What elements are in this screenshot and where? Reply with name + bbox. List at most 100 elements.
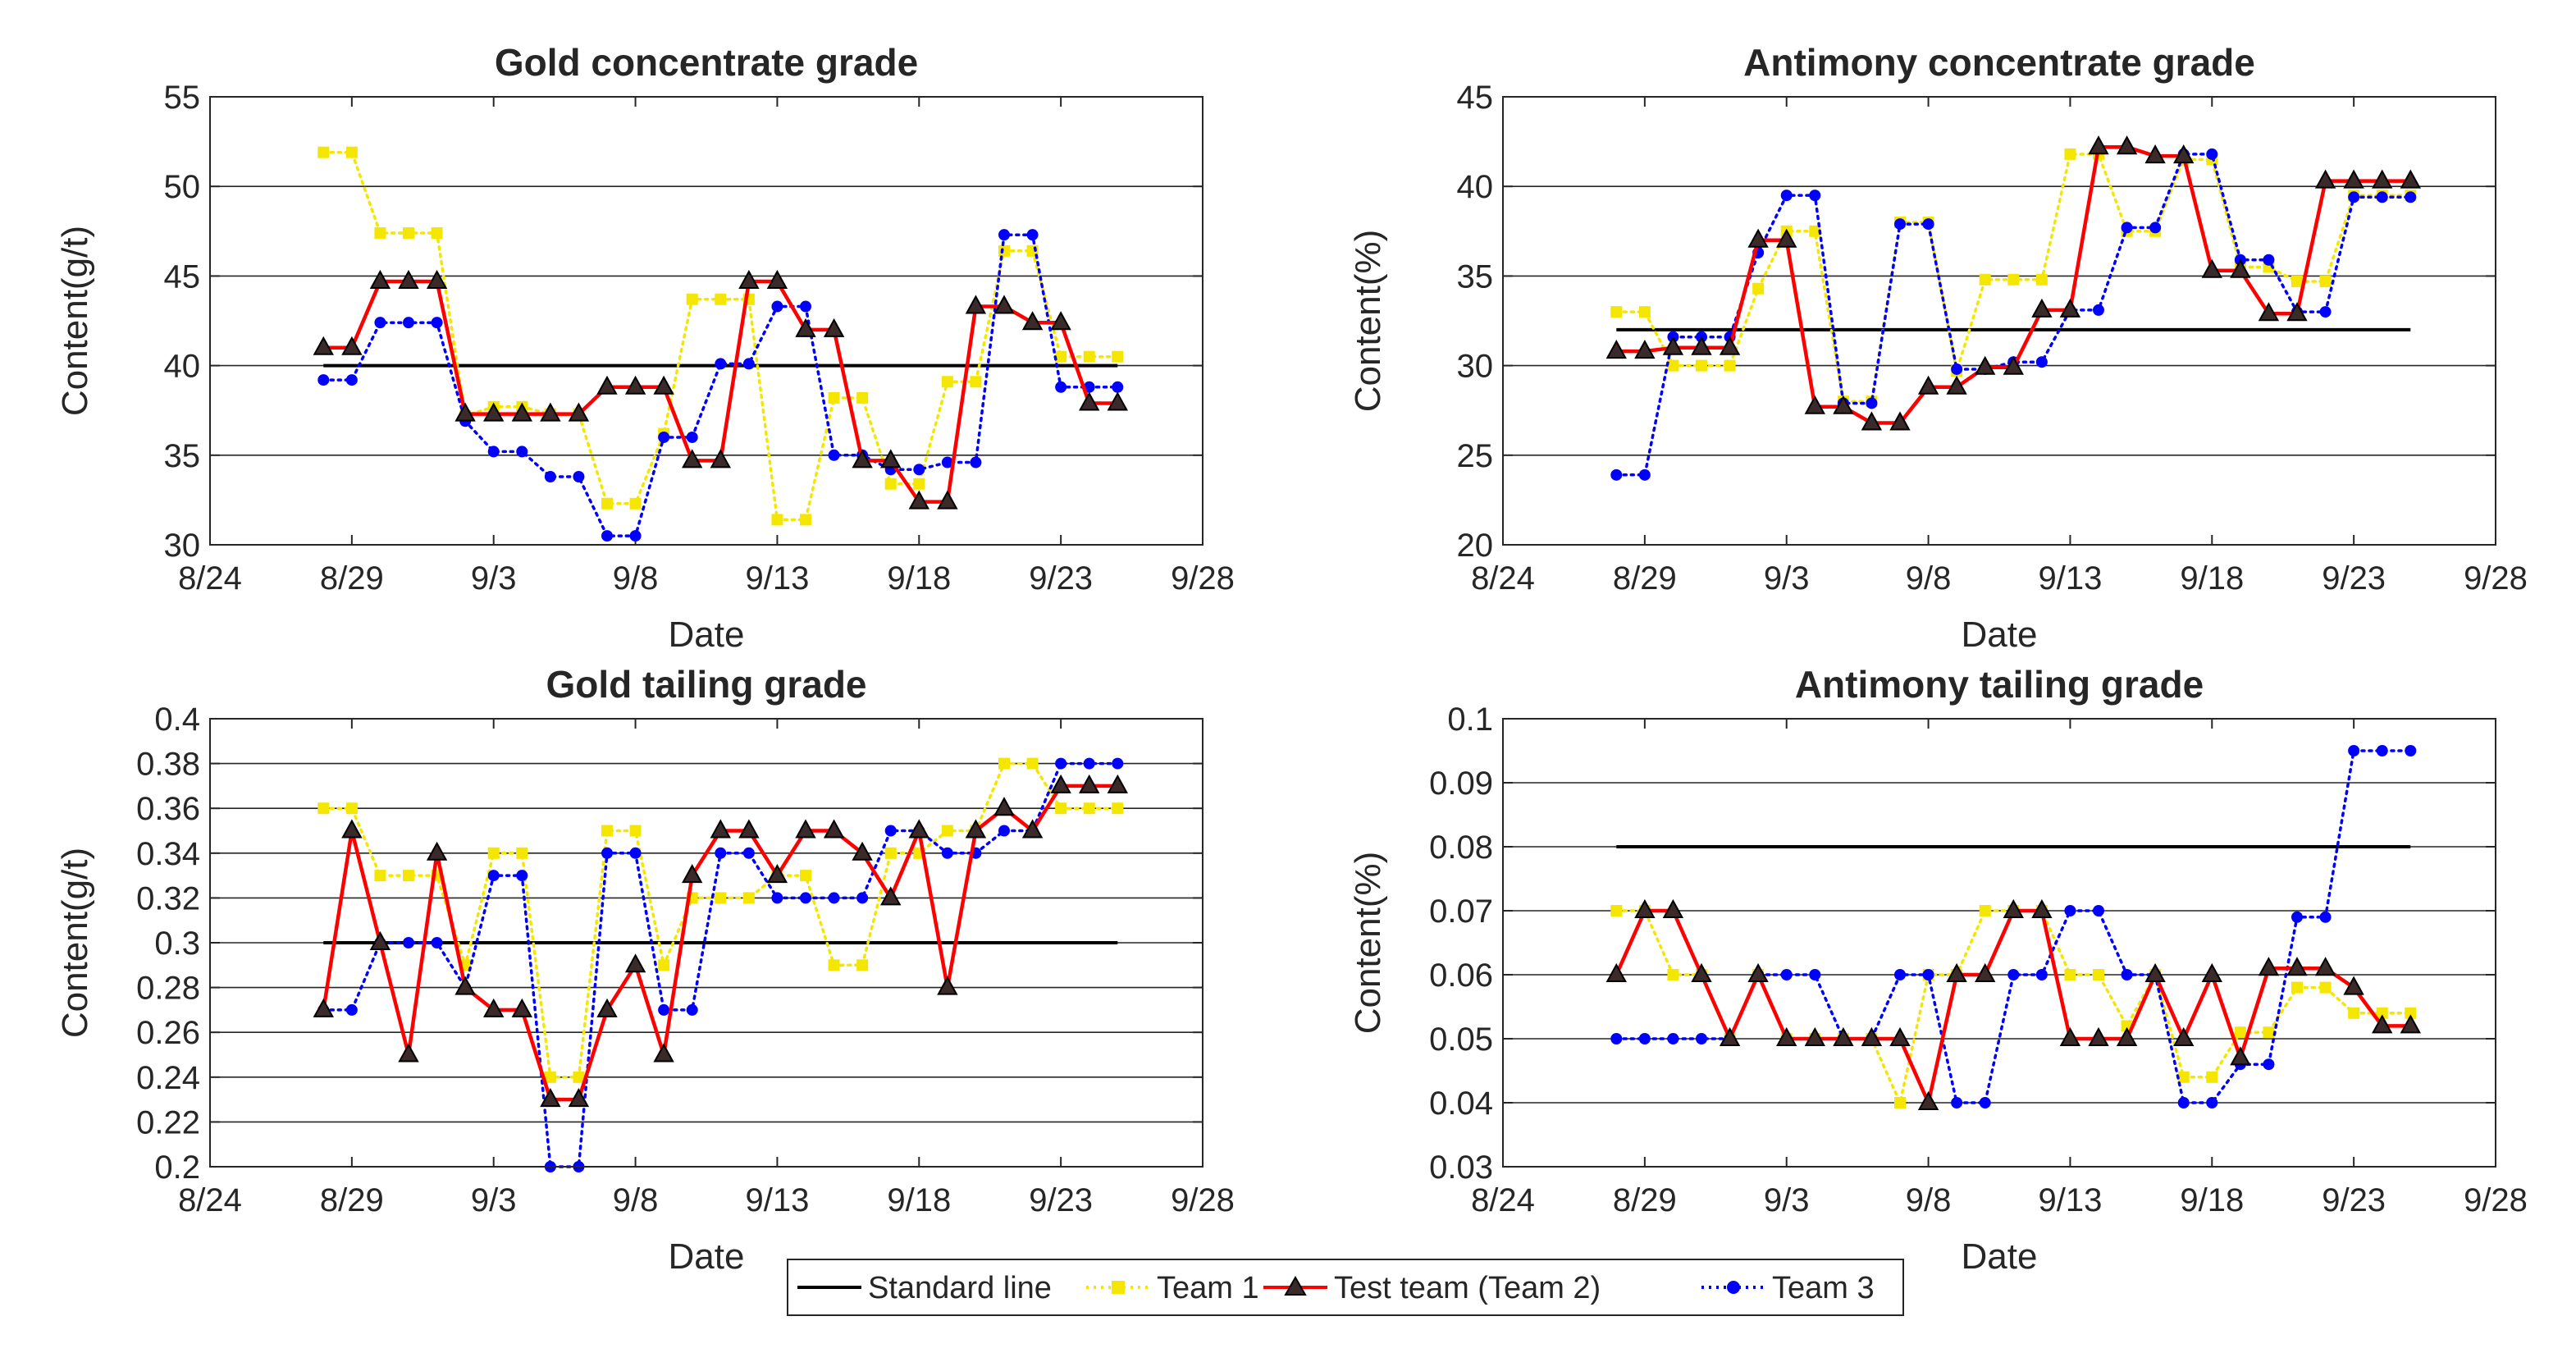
- data-point-team2: [738, 819, 760, 839]
- data-point-team2: [454, 402, 476, 422]
- data-point-team3: [856, 892, 869, 904]
- data-point-team2: [454, 976, 476, 995]
- y-tick-label: 0.03: [1429, 1149, 1493, 1186]
- data-point-team1: [715, 892, 727, 904]
- data-point-team3: [1638, 1033, 1651, 1044]
- y-tick-label: 0.1: [1447, 702, 1493, 738]
- data-point-team3: [742, 847, 755, 859]
- data-point-team3: [771, 300, 783, 313]
- data-point-team2: [1861, 1026, 1883, 1046]
- data-point-team1: [345, 146, 358, 158]
- x-tick-label: 9/8: [613, 1182, 659, 1218]
- data-point-team3: [941, 456, 953, 468]
- y-tick-label: 0.26: [136, 1015, 200, 1051]
- data-point-team1: [2319, 981, 2332, 994]
- x-tick-label: 9/23: [1029, 560, 1093, 596]
- data-point-team2: [937, 976, 958, 995]
- data-point-team3: [487, 870, 500, 882]
- data-point-team3: [800, 300, 811, 313]
- data-point-team3: [629, 530, 642, 542]
- data-point-team3: [998, 229, 1010, 241]
- data-point-team3: [1638, 468, 1651, 481]
- data-point-team3: [2263, 254, 2275, 266]
- x-tick-label: 9/3: [471, 560, 517, 596]
- x-tick-label: 9/13: [745, 1182, 809, 1218]
- data-point-team2: [1079, 774, 1100, 793]
- data-point-team2: [568, 1088, 590, 1108]
- data-point-team2: [1833, 1026, 1854, 1046]
- data-point-team1: [941, 376, 953, 388]
- data-point-team3: [1894, 969, 1906, 980]
- data-point-team2: [2031, 898, 2053, 918]
- chart-title: Antimony concentrate grade: [1743, 41, 2255, 84]
- data-point-team3: [345, 374, 358, 386]
- data-point-team2: [1975, 962, 1996, 982]
- chart-title: Gold concentrate grade: [495, 41, 918, 84]
- axes-frame: [209, 718, 1204, 1168]
- x-tick-label: 9/13: [745, 560, 809, 596]
- data-point-team1: [2177, 1071, 2190, 1083]
- data-point-team2: [795, 819, 816, 839]
- data-point-team2: [1719, 1026, 1741, 1046]
- y-tick-label: 0.32: [136, 880, 200, 916]
- data-point-team2: [993, 797, 1015, 816]
- data-point-team2: [653, 1043, 674, 1063]
- data-point-team2: [1747, 228, 1769, 248]
- data-point-team1: [1979, 905, 1991, 916]
- y-tick-label: 45: [164, 258, 201, 295]
- data-point-team3: [573, 471, 585, 483]
- data-point-team1: [573, 1071, 585, 1083]
- data-point-team3: [403, 937, 414, 948]
- data-point-team1: [601, 825, 613, 837]
- data-point-team2: [369, 269, 391, 289]
- data-point-team3: [658, 431, 670, 443]
- data-point-team2: [540, 1088, 561, 1108]
- data-point-team2: [1634, 898, 1656, 918]
- data-point-team1: [544, 1071, 556, 1083]
- data-point-team3: [1780, 190, 1793, 202]
- data-point-team2: [908, 819, 929, 839]
- data-point-team2: [2372, 1014, 2393, 1034]
- data-point-team3: [2035, 356, 2048, 368]
- data-point-team2: [880, 886, 902, 906]
- data-point-team1: [601, 497, 613, 510]
- x-tick-label: 9/18: [887, 1182, 951, 1218]
- data-point-team3: [1696, 1033, 1707, 1044]
- data-point-team2: [2343, 976, 2364, 995]
- data-point-team1: [658, 959, 670, 971]
- data-point-team2: [2031, 298, 2053, 318]
- legend-team3-label: Team 3: [1772, 1271, 1875, 1305]
- data-point-team3: [2206, 148, 2218, 160]
- data-point-team1: [317, 802, 330, 815]
- data-point-team2: [1776, 228, 1797, 248]
- data-point-team3: [658, 1003, 670, 1016]
- data-point-team1: [374, 870, 386, 882]
- chart-3: Gold tailing grade Date Content(g/t) 8/24 8/…: [55, 663, 1235, 1277]
- data-point-team3: [884, 825, 897, 837]
- data-point-team2: [1833, 395, 1854, 414]
- data-point-team1: [1696, 359, 1707, 372]
- data-point-team2: [2400, 169, 2421, 189]
- data-point-team2: [1719, 336, 1741, 355]
- legend-team2-label: Test team (Team 2): [1334, 1271, 1601, 1305]
- x-tick-label: 9/28: [2464, 1182, 2528, 1218]
- data-point-team1: [1752, 282, 1765, 295]
- data-point-team1: [715, 293, 727, 305]
- data-point-team2: [540, 402, 561, 422]
- data-point-team3: [800, 892, 811, 904]
- data-point-team2: [2088, 1026, 2109, 1046]
- x-axis-label: Date: [669, 1236, 745, 1277]
- chart-4: Antimony tailing grade Date Content(%) 8/24…: [1348, 663, 2528, 1277]
- data-point-team3: [1894, 218, 1906, 231]
- data-point-team2: [1634, 340, 1656, 359]
- data-point-team1: [487, 847, 500, 859]
- data-point-team2: [341, 336, 363, 355]
- chart-title: Antimony tailing grade: [1795, 663, 2204, 706]
- data-point-team3: [431, 937, 443, 948]
- data-point-team1: [516, 847, 528, 859]
- y-tick-label: 0.04: [1429, 1085, 1493, 1122]
- data-point-team1: [1026, 757, 1039, 770]
- data-point-team1: [1610, 905, 1623, 916]
- data-point-team2: [682, 864, 703, 884]
